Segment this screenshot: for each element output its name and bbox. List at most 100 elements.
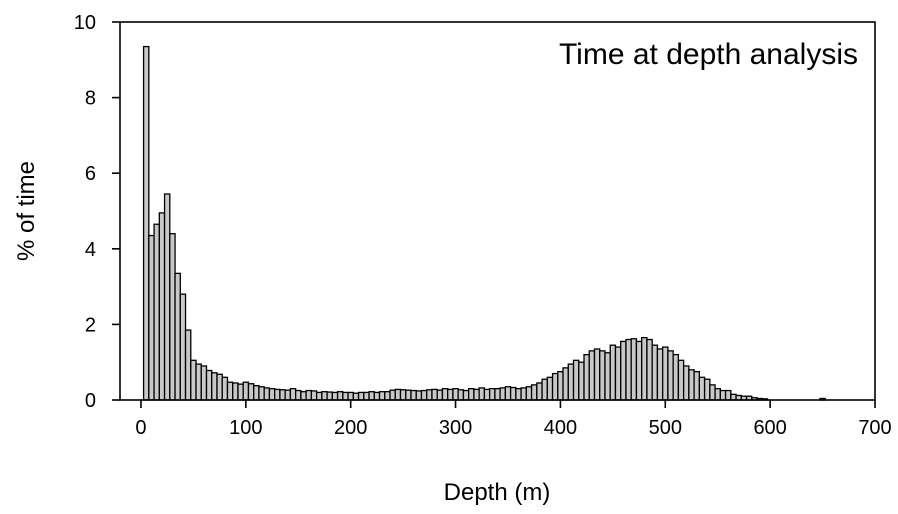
histogram-bar-47 bbox=[389, 389, 396, 401]
histogram-bar-99 bbox=[662, 346, 669, 401]
histogram-bar-10 bbox=[195, 363, 202, 401]
y-tick-label-1: 2 bbox=[85, 314, 96, 336]
histogram-bar-25 bbox=[274, 388, 281, 401]
histogram-bar-112 bbox=[730, 393, 737, 401]
histogram-bar-101 bbox=[672, 353, 680, 401]
histogram-bar-96 bbox=[646, 338, 653, 401]
histogram-bar-89 bbox=[609, 344, 617, 401]
histogram-bar-60 bbox=[457, 389, 465, 401]
histogram-bar-8 bbox=[184, 329, 192, 401]
histogram-bar-73 bbox=[525, 386, 533, 401]
histogram-bar-32 bbox=[310, 390, 318, 401]
histogram-bar-59 bbox=[452, 388, 459, 401]
histogram-bar-87 bbox=[599, 350, 606, 401]
histogram-bar-93 bbox=[630, 338, 638, 401]
histogram-bar-102 bbox=[677, 359, 685, 401]
histogram-bar-79 bbox=[557, 370, 564, 401]
histogram-bar-33 bbox=[315, 391, 323, 401]
histogram-bar-31 bbox=[305, 389, 313, 401]
histogram-bar-109 bbox=[714, 388, 721, 401]
histogram-bar-5 bbox=[169, 233, 176, 401]
histogram-bar-94 bbox=[635, 340, 643, 401]
histogram-bar-54 bbox=[426, 389, 433, 401]
histogram-bar-83 bbox=[578, 361, 585, 401]
histogram-bar-76 bbox=[541, 378, 548, 401]
y-axis-title: % of time bbox=[13, 161, 40, 261]
histogram-bar-56 bbox=[436, 389, 444, 401]
histogram-bar-107 bbox=[703, 378, 711, 401]
histogram-bar-34 bbox=[321, 391, 328, 401]
histogram-bar-81 bbox=[567, 363, 575, 401]
histogram-bar-61 bbox=[462, 389, 470, 401]
histogram-bar-43 bbox=[368, 391, 375, 401]
histogram-bar-103 bbox=[682, 365, 690, 401]
x-tick-label-7: 700 bbox=[858, 417, 891, 439]
histogram-bar-4 bbox=[163, 193, 171, 401]
histogram-bar-20 bbox=[247, 383, 255, 401]
histogram-bar-12 bbox=[205, 369, 213, 401]
histogram-bar-2 bbox=[153, 223, 160, 401]
histogram-bar-67 bbox=[494, 388, 501, 401]
histogram-bar-21 bbox=[253, 384, 260, 401]
histogram-bar-46 bbox=[384, 391, 391, 401]
histogram-bar-98 bbox=[656, 348, 664, 401]
bars-group bbox=[142, 45, 826, 401]
histogram-bar-63 bbox=[473, 388, 480, 401]
histogram-bar-40 bbox=[352, 392, 360, 401]
histogram-bar-17 bbox=[232, 382, 239, 401]
axis-ticks-group: 0 100 200 300 400 500 600 700 0 2 4 6 8 10 bbox=[74, 12, 892, 439]
histogram-bar-69 bbox=[504, 386, 512, 401]
histogram-bar-106 bbox=[698, 376, 706, 401]
histogram-bar-19 bbox=[242, 381, 250, 401]
y-tick-label-2: 4 bbox=[85, 239, 96, 261]
y-tick-label-4: 8 bbox=[85, 88, 96, 110]
histogram-bar-23 bbox=[263, 387, 271, 401]
histogram-bar-92 bbox=[625, 338, 632, 401]
histogram-bar-90 bbox=[614, 346, 622, 401]
histogram-bar-1 bbox=[148, 234, 155, 401]
histogram-bar-36 bbox=[331, 391, 339, 401]
histogram-bar-95 bbox=[641, 336, 648, 401]
histogram-bar-71 bbox=[515, 388, 522, 401]
histogram-bar-29 bbox=[294, 389, 302, 401]
histogram-bar-39 bbox=[347, 391, 354, 401]
histogram-bar-42 bbox=[363, 391, 370, 401]
histogram-bar-30 bbox=[300, 391, 307, 401]
x-axis-title: Depth (m) bbox=[444, 479, 551, 506]
histogram-bar-48 bbox=[394, 388, 402, 401]
histogram-bar-15 bbox=[221, 376, 229, 401]
histogram-bar-13 bbox=[211, 372, 218, 401]
histogram-bar-7 bbox=[179, 293, 187, 401]
histogram-bar-44 bbox=[373, 391, 381, 401]
histogram-bar-86 bbox=[593, 348, 601, 401]
histogram-bar-6 bbox=[174, 272, 181, 401]
histogram-bar-111 bbox=[724, 389, 732, 401]
histogram-bar-57 bbox=[441, 388, 449, 401]
histogram-bar-91 bbox=[620, 340, 627, 401]
histogram-bar-70 bbox=[509, 386, 517, 401]
histogram-bar-88 bbox=[604, 352, 611, 401]
histogram-bar-64 bbox=[478, 387, 486, 401]
histogram-bar-78 bbox=[551, 372, 559, 401]
histogram-bar-84 bbox=[583, 353, 590, 401]
x-tick-label-0: 0 bbox=[135, 417, 146, 439]
histogram-bar-55 bbox=[431, 388, 438, 401]
x-tick-label-2: 200 bbox=[334, 417, 367, 439]
histogram-bar-9 bbox=[190, 359, 197, 401]
histogram-bar-85 bbox=[588, 350, 596, 401]
y-tick-label-5: 10 bbox=[74, 12, 96, 34]
histogram-bar-35 bbox=[326, 391, 333, 401]
x-tick-label-4: 400 bbox=[544, 417, 577, 439]
plot-frame bbox=[119, 21, 876, 401]
histogram-bar-105 bbox=[693, 370, 701, 401]
histogram-bar-11 bbox=[200, 365, 208, 401]
x-tick-label-6: 600 bbox=[753, 417, 786, 439]
histogram-bar-28 bbox=[289, 388, 297, 401]
histogram-bar-62 bbox=[468, 388, 475, 401]
histogram-bar-82 bbox=[572, 359, 580, 401]
histogram-bar-100 bbox=[667, 350, 674, 401]
histogram-bar-52 bbox=[415, 390, 423, 401]
histogram-bar-66 bbox=[488, 388, 496, 401]
